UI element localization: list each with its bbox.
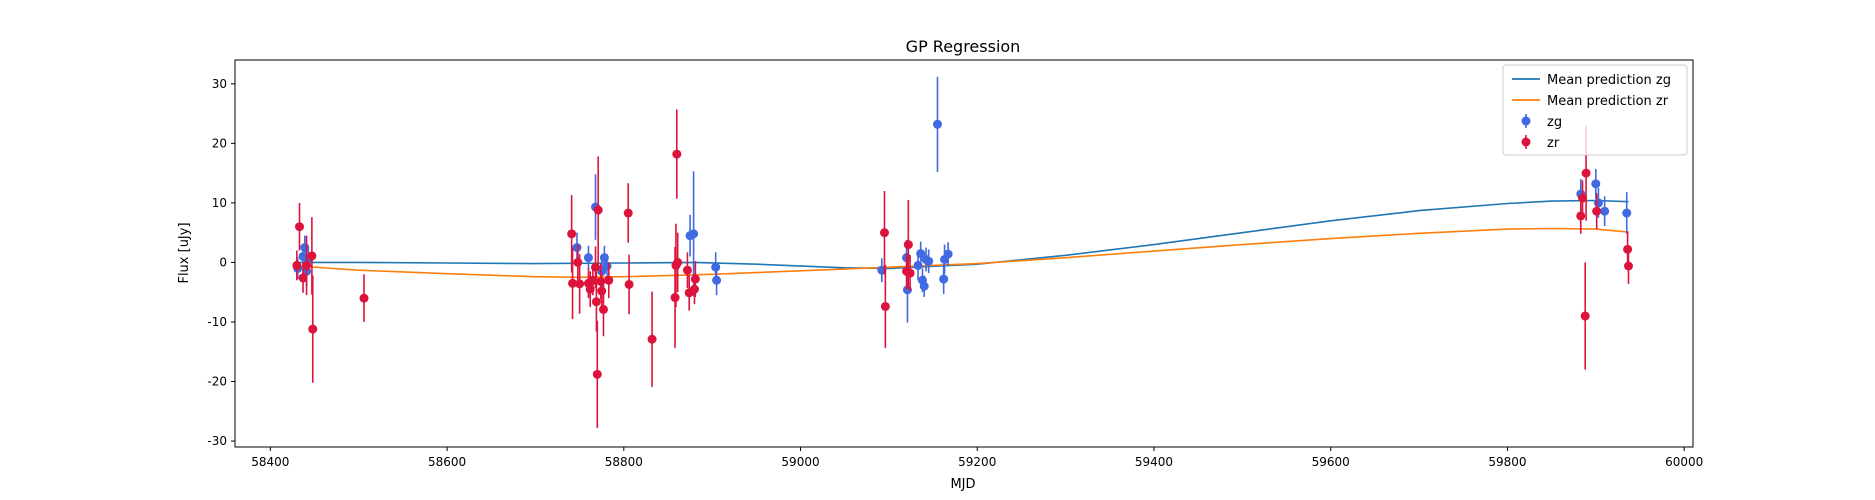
data-point [567, 229, 577, 239]
data-point [568, 278, 578, 288]
x-tick-label: 59600 [1312, 455, 1350, 469]
data-point [1623, 261, 1633, 271]
data-point [573, 257, 583, 267]
data-point [602, 261, 612, 271]
legend: Mean prediction zg Mean prediction zr zg zr [1502, 64, 1688, 156]
y-tick-label: 0 [219, 255, 227, 269]
data-point [1580, 311, 1590, 321]
legend-entry-zg: zg [1521, 114, 1562, 130]
data-point [298, 273, 308, 283]
data-point [672, 149, 682, 159]
x-tick-label: 58400 [251, 455, 289, 469]
data-point [308, 324, 318, 334]
data-point [592, 369, 602, 379]
data-point [943, 249, 953, 259]
data-point [307, 251, 317, 261]
data-point [903, 240, 913, 250]
data-point [682, 265, 692, 275]
y-tick-label: 20 [212, 136, 227, 150]
legend-label: zr [1547, 136, 1560, 151]
data-point [597, 286, 607, 296]
data-point [939, 274, 949, 284]
observations [292, 76, 1633, 428]
legend-label: Mean prediction zg [1547, 73, 1671, 88]
y-axis: -30 -20 -10 0 10 20 30 [207, 77, 235, 448]
x-tick-label: 58600 [428, 455, 466, 469]
y-tick-label: 10 [212, 196, 227, 210]
data-point [598, 304, 608, 314]
data-point [932, 119, 942, 129]
x-tick-label: 59000 [781, 455, 819, 469]
x-tick-label: 58800 [605, 455, 643, 469]
legend-entry-mean-prediction-zg: Mean prediction zg [1512, 73, 1671, 88]
data-point [359, 293, 369, 303]
data-point [711, 262, 721, 272]
data-point [572, 243, 582, 253]
data-point [690, 274, 700, 284]
data-point [670, 293, 680, 303]
legend-entry-mean-prediction-zr: Mean prediction zr [1512, 94, 1669, 109]
data-point [919, 281, 929, 291]
data-point [1591, 179, 1601, 189]
y-tick-label: -30 [207, 434, 227, 448]
x-tick-label: 59800 [1488, 455, 1526, 469]
x-tick-label: 59400 [1135, 455, 1173, 469]
data-point [880, 301, 890, 311]
data-point [624, 279, 634, 289]
x-axis-label: MJD [950, 477, 975, 492]
legend-marker-swatch [1521, 116, 1531, 126]
y-tick-label: -20 [207, 375, 227, 389]
data-point [302, 260, 312, 270]
y-tick-label: 30 [212, 77, 227, 91]
data-point [924, 256, 934, 266]
x-axis: 58400 58600 58800 59000 59200 59400 59600 59800… [251, 447, 1703, 469]
data-point [916, 249, 926, 258]
data-point [623, 208, 633, 218]
data-point [583, 253, 593, 263]
plot-frame [234, 59, 1694, 448]
data-point [575, 279, 585, 289]
data-point [591, 262, 601, 272]
data-point [591, 297, 601, 307]
data-point [905, 268, 915, 278]
x-tick-label: 59200 [958, 455, 996, 469]
series-zr [292, 109, 1633, 428]
legend-entry-zr: zr [1521, 135, 1560, 151]
data-point [689, 284, 699, 294]
data-point [879, 228, 889, 238]
data-point [647, 334, 657, 344]
x-tick-label: 60000 [1665, 455, 1703, 469]
y-tick-label: -10 [207, 315, 227, 329]
legend-label: zg [1547, 115, 1562, 130]
data-point [1578, 193, 1588, 203]
legend-label: Mean prediction zr [1547, 94, 1669, 109]
legend-box [1502, 64, 1688, 156]
legend-marker-swatch [1521, 137, 1531, 147]
data-point [689, 229, 699, 239]
data-point [1622, 208, 1632, 218]
data-point [295, 222, 305, 232]
chart-title: GP Regression [906, 37, 1021, 56]
data-point [1623, 244, 1633, 254]
data-point [1593, 198, 1603, 208]
y-axis-label: Flux [uJy] [177, 222, 192, 283]
data-point [593, 205, 603, 215]
data-point [1592, 206, 1602, 216]
mean-prediction-lines [296, 199, 1629, 279]
series-line-mean-prediction-zr [296, 227, 1629, 279]
data-point [1600, 206, 1610, 216]
data-point [1581, 168, 1591, 178]
data-point [1576, 211, 1586, 221]
data-point [712, 275, 722, 285]
data-point [604, 275, 614, 285]
data-point [292, 260, 302, 270]
